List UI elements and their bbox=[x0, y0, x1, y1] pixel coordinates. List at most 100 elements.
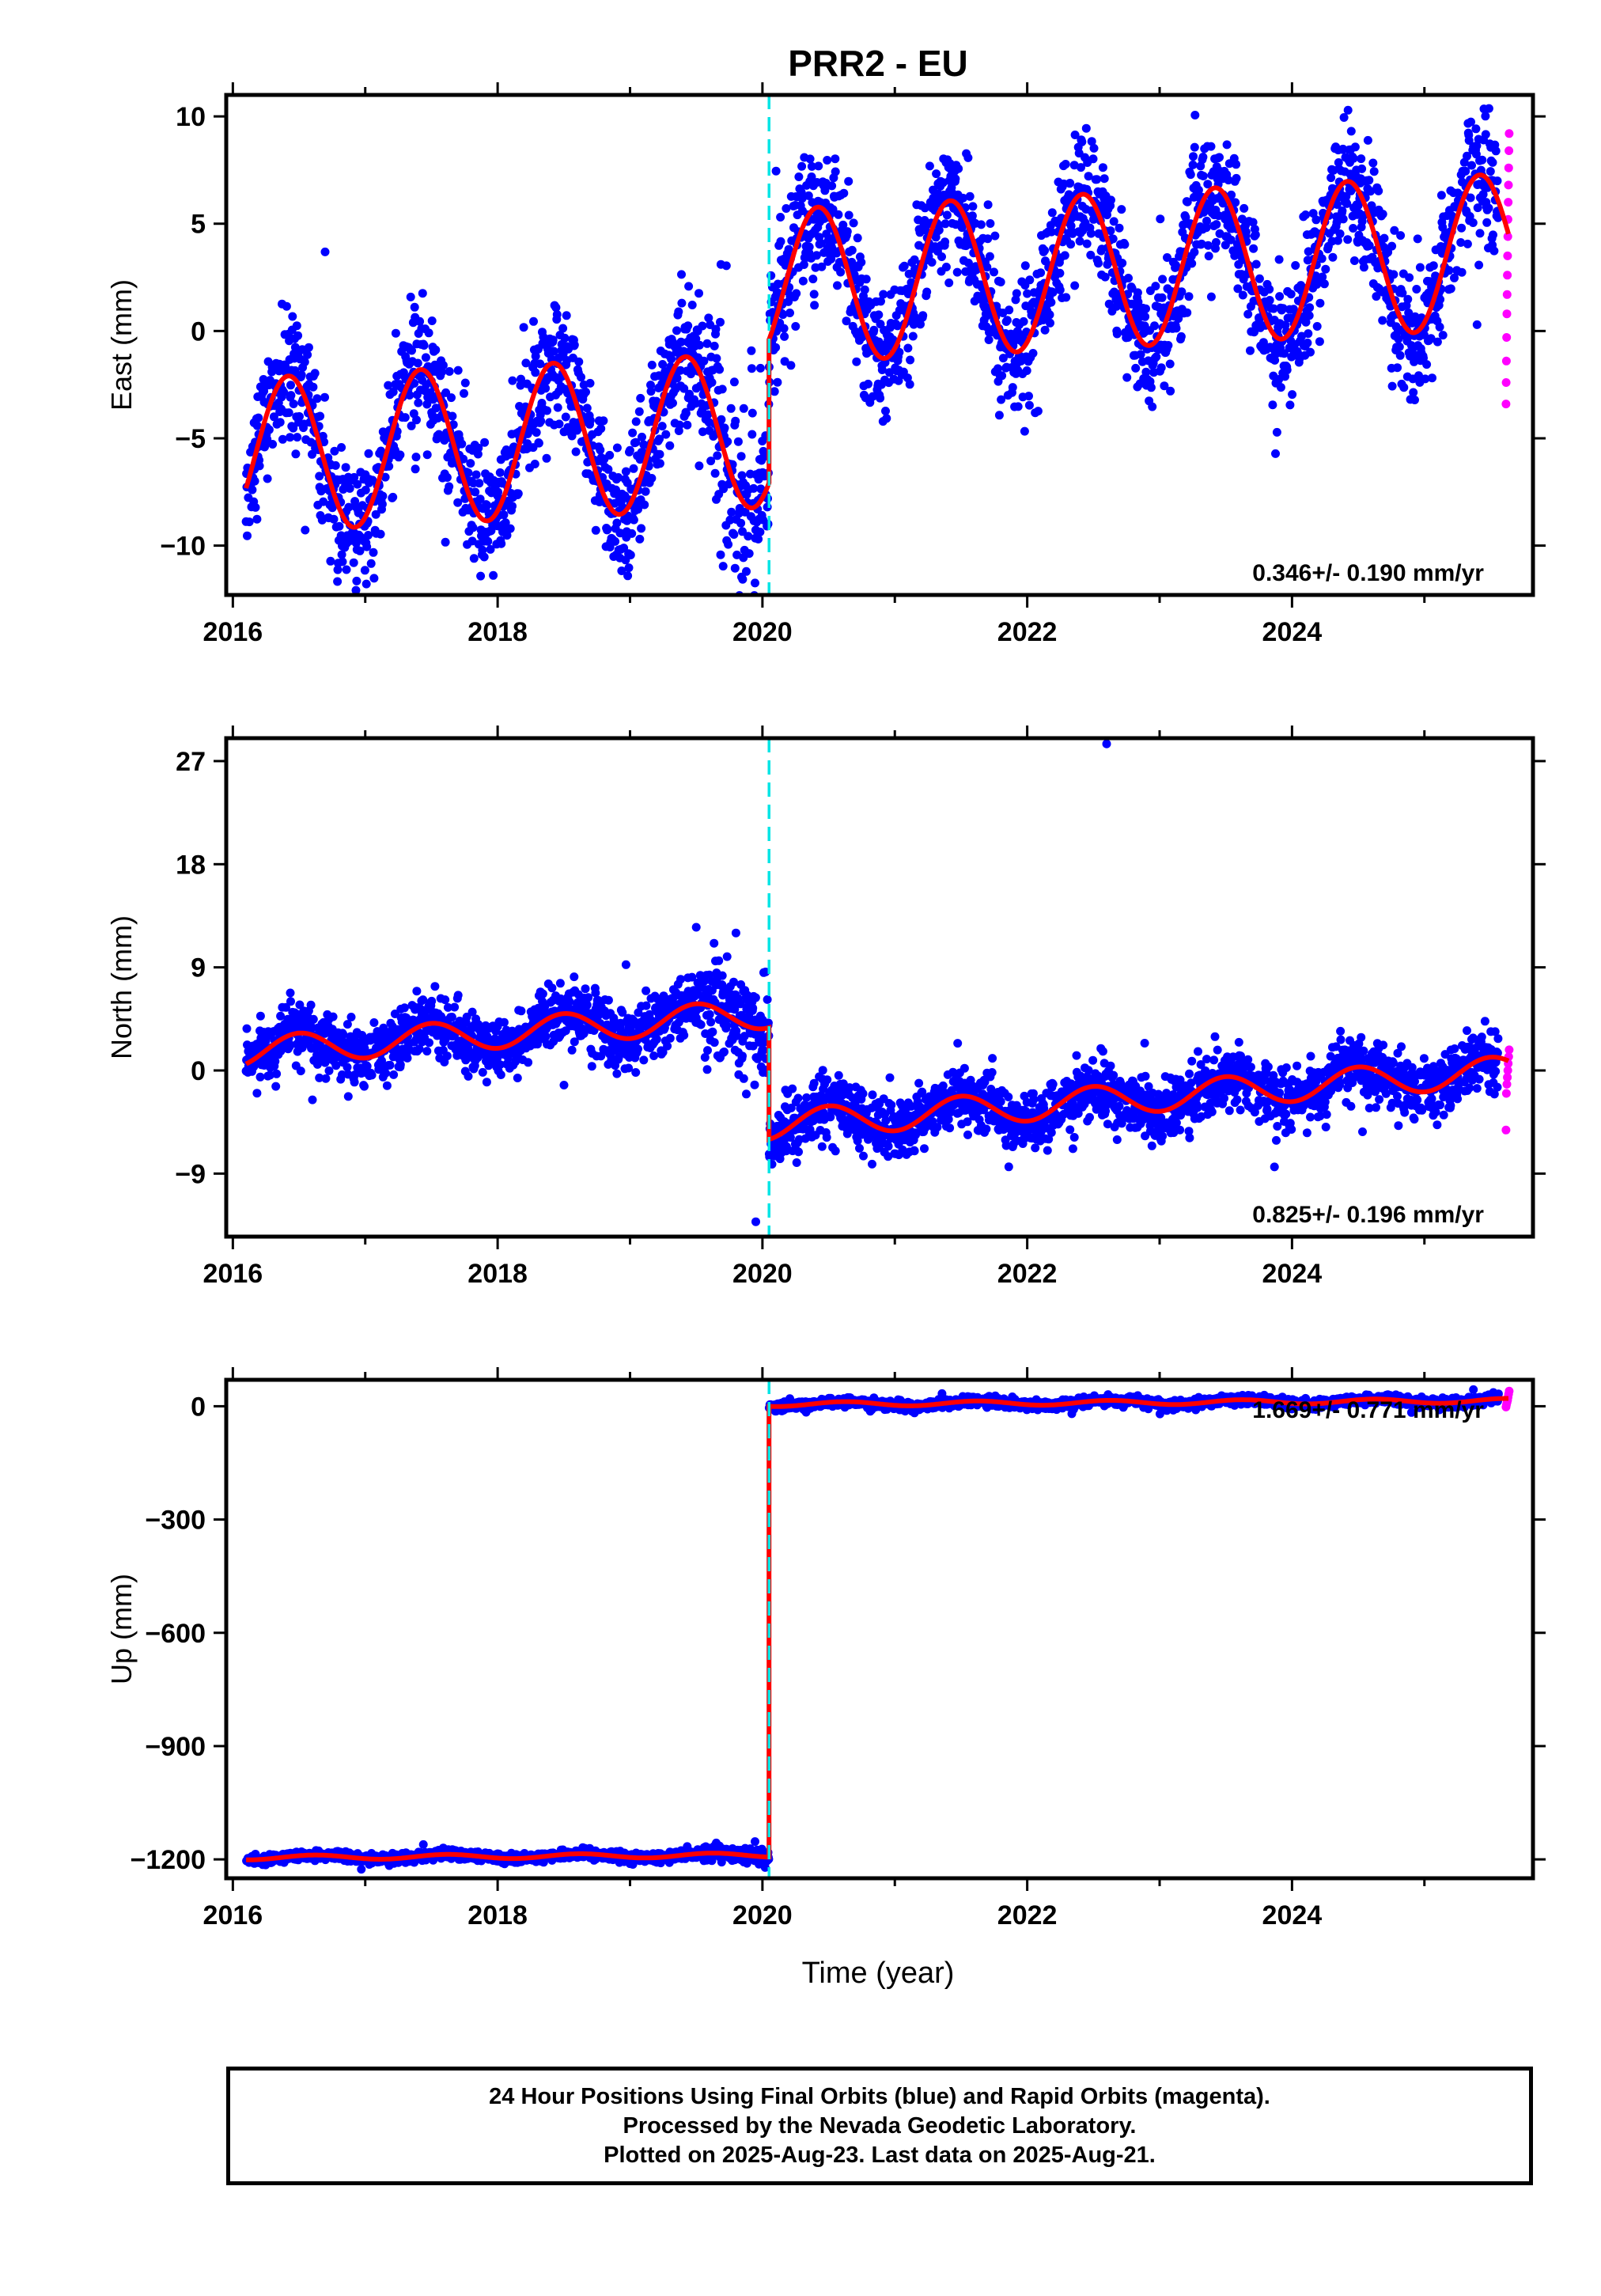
data-point bbox=[983, 200, 993, 210]
data-point bbox=[1077, 163, 1085, 172]
data-point bbox=[517, 1006, 526, 1016]
data-point bbox=[390, 1010, 399, 1018]
data-point bbox=[676, 337, 686, 347]
data-point bbox=[355, 546, 365, 555]
data-point bbox=[646, 381, 655, 390]
data-point bbox=[611, 485, 620, 494]
data-point bbox=[1366, 187, 1376, 196]
data-point bbox=[596, 445, 605, 455]
data-point bbox=[1181, 213, 1190, 222]
data-point bbox=[1040, 325, 1050, 335]
data-point bbox=[567, 431, 577, 441]
data-point bbox=[717, 971, 727, 980]
data-point bbox=[1398, 288, 1407, 297]
data-point bbox=[642, 986, 651, 995]
data-point bbox=[852, 357, 861, 366]
data-point bbox=[495, 1060, 505, 1070]
data-point bbox=[396, 450, 405, 460]
data-point bbox=[1176, 332, 1186, 341]
data-point bbox=[443, 1002, 452, 1012]
data-point bbox=[1319, 279, 1329, 289]
data-point bbox=[749, 483, 759, 493]
data-point bbox=[1311, 215, 1321, 225]
data-point bbox=[460, 388, 468, 398]
data-point bbox=[906, 1101, 916, 1111]
data-point bbox=[384, 381, 393, 390]
data-point bbox=[722, 952, 732, 961]
data-point bbox=[252, 421, 262, 430]
data-point bbox=[855, 1143, 864, 1153]
data-point bbox=[380, 472, 390, 482]
data-point bbox=[279, 388, 289, 397]
data-point bbox=[295, 1000, 305, 1010]
data-point bbox=[876, 393, 885, 403]
data-point bbox=[1197, 239, 1206, 248]
data-point bbox=[1285, 400, 1295, 410]
data-point bbox=[794, 1147, 803, 1157]
data-point bbox=[959, 1063, 969, 1073]
data-point bbox=[823, 1075, 832, 1085]
data-point bbox=[1481, 112, 1490, 121]
data-point bbox=[612, 1069, 622, 1078]
data-point bbox=[1489, 230, 1497, 240]
data-point bbox=[1075, 237, 1084, 246]
data-point bbox=[1190, 142, 1199, 152]
rapid-point bbox=[1503, 271, 1512, 280]
data-point bbox=[738, 574, 748, 584]
data-point bbox=[1346, 127, 1356, 136]
data-point bbox=[864, 379, 872, 388]
data-point bbox=[1410, 396, 1419, 404]
data-point bbox=[1031, 1143, 1040, 1153]
data-point bbox=[422, 1047, 432, 1056]
data-point bbox=[1098, 163, 1107, 172]
data-point bbox=[1327, 173, 1336, 183]
data-point bbox=[1166, 386, 1175, 396]
data-point bbox=[1387, 241, 1397, 251]
data-point bbox=[1428, 373, 1436, 383]
data-point bbox=[827, 254, 836, 263]
data-point bbox=[625, 445, 634, 455]
data-point bbox=[842, 316, 851, 326]
data-point bbox=[914, 1078, 924, 1088]
data-point bbox=[1206, 142, 1216, 151]
data-point bbox=[805, 1125, 815, 1135]
data-point bbox=[920, 203, 929, 213]
data-point bbox=[377, 499, 387, 509]
data-point bbox=[807, 172, 816, 181]
data-point bbox=[1338, 214, 1348, 224]
data-point bbox=[274, 366, 284, 376]
data-point bbox=[403, 1053, 412, 1063]
data-point bbox=[668, 398, 677, 407]
data-point bbox=[1438, 331, 1448, 340]
data-point bbox=[904, 269, 914, 278]
data-point bbox=[453, 991, 463, 1000]
data-point bbox=[541, 384, 551, 393]
data-point bbox=[903, 343, 913, 353]
data-point bbox=[861, 275, 871, 284]
data-point bbox=[1414, 371, 1423, 381]
data-point bbox=[655, 449, 664, 459]
data-point bbox=[652, 1035, 661, 1044]
data-point bbox=[296, 1067, 305, 1076]
data-point bbox=[849, 218, 858, 228]
data-point bbox=[610, 498, 619, 508]
data-point bbox=[1349, 256, 1359, 265]
data-point bbox=[1255, 315, 1264, 324]
data-point bbox=[388, 492, 398, 502]
data-point bbox=[951, 174, 960, 184]
data-point bbox=[968, 202, 978, 211]
data-point bbox=[382, 1081, 392, 1090]
data-point bbox=[1202, 223, 1211, 233]
data-point bbox=[1378, 316, 1387, 325]
data-point bbox=[286, 381, 295, 390]
data-point bbox=[1318, 272, 1327, 282]
data-point bbox=[499, 1017, 509, 1027]
data-point bbox=[828, 205, 838, 214]
data-point bbox=[922, 287, 932, 297]
data-point bbox=[321, 1074, 331, 1083]
data-point bbox=[1343, 235, 1353, 244]
data-point bbox=[531, 351, 540, 361]
data-point bbox=[1280, 349, 1289, 358]
data-point bbox=[726, 404, 736, 413]
